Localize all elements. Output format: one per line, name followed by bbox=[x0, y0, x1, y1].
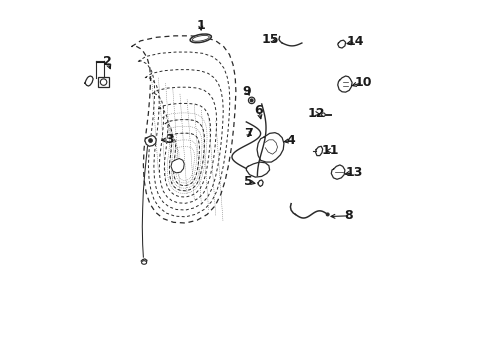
Polygon shape bbox=[258, 180, 263, 186]
Polygon shape bbox=[257, 133, 284, 162]
Polygon shape bbox=[315, 146, 322, 156]
Text: 13: 13 bbox=[345, 166, 362, 179]
Text: 1: 1 bbox=[196, 19, 204, 32]
Circle shape bbox=[248, 97, 254, 104]
Text: 7: 7 bbox=[243, 127, 252, 140]
Text: 15: 15 bbox=[261, 33, 279, 46]
FancyBboxPatch shape bbox=[98, 77, 109, 87]
Text: 9: 9 bbox=[242, 85, 250, 98]
Ellipse shape bbox=[190, 34, 211, 42]
Text: 6: 6 bbox=[254, 104, 263, 117]
Text: 4: 4 bbox=[286, 134, 295, 147]
Text: 10: 10 bbox=[353, 76, 371, 89]
Text: 8: 8 bbox=[344, 210, 352, 222]
Circle shape bbox=[250, 99, 253, 102]
Ellipse shape bbox=[192, 35, 209, 41]
Text: 2: 2 bbox=[103, 55, 112, 68]
Circle shape bbox=[325, 213, 328, 216]
Circle shape bbox=[148, 139, 152, 142]
Polygon shape bbox=[144, 135, 156, 146]
Text: 14: 14 bbox=[346, 35, 364, 49]
Text: 12: 12 bbox=[307, 107, 325, 120]
Text: 11: 11 bbox=[321, 144, 339, 157]
Polygon shape bbox=[171, 158, 184, 173]
Polygon shape bbox=[337, 40, 345, 48]
Polygon shape bbox=[246, 162, 269, 177]
Text: 5: 5 bbox=[243, 175, 252, 188]
Text: 3: 3 bbox=[164, 133, 173, 146]
Polygon shape bbox=[337, 76, 351, 92]
Ellipse shape bbox=[142, 261, 146, 264]
Circle shape bbox=[321, 113, 325, 117]
Polygon shape bbox=[330, 165, 344, 179]
Polygon shape bbox=[85, 76, 93, 86]
Circle shape bbox=[100, 79, 106, 85]
